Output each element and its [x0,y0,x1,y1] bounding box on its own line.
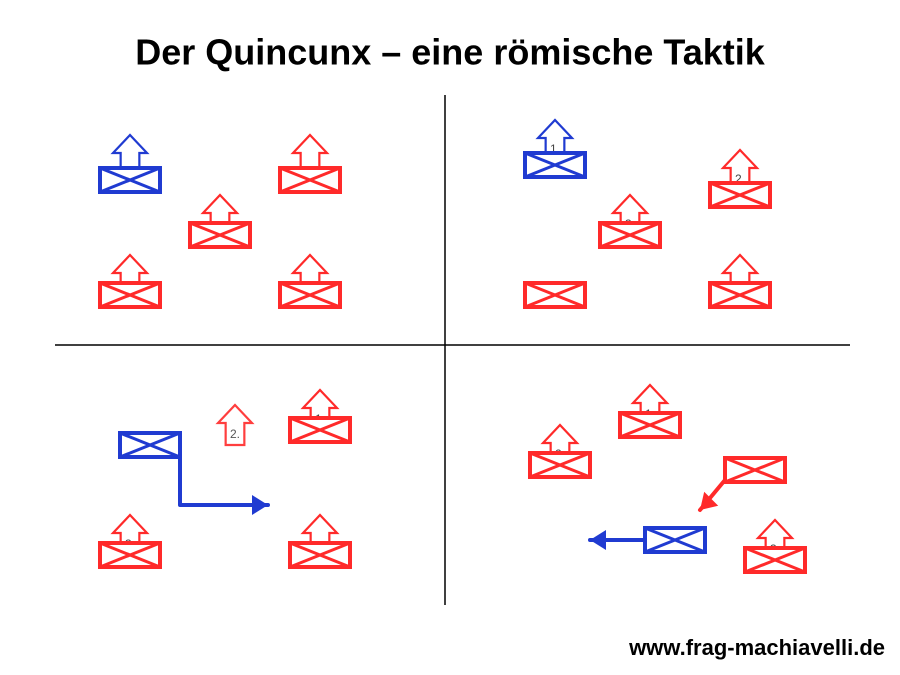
arrow-number: 2. [230,427,240,441]
quadrant-bottom-right: 1.2.3. [530,385,805,572]
unit-box [290,543,350,567]
unit-box [290,418,350,442]
page-title: Der Quincunx – eine römische Taktik [135,32,766,73]
unit-box [100,168,160,192]
unit-box [120,433,180,457]
unit-box [725,458,785,482]
unit-box [190,223,250,247]
unit-box [280,168,340,192]
unit-box [710,283,770,307]
unit-box [100,543,160,567]
unit-box [745,548,805,572]
unit-box [100,283,160,307]
quadrant-top-left [100,135,340,307]
movement-arrow [700,480,725,510]
diagram-canvas: Der Quincunx – eine römische Taktik 1.2.… [0,0,900,675]
unit-box [645,528,705,552]
quadrant-bottom-left: 1.2.3. [100,390,350,567]
unit-box [620,413,680,437]
unit-box [525,153,585,177]
movement-arrow [590,530,645,550]
quadrant-top-right: 1.2.3. [525,120,770,307]
up-arrow-icon: 2. [218,405,252,445]
unit-box [530,453,590,477]
unit-box [280,283,340,307]
unit-box [710,183,770,207]
unit-box [525,283,585,307]
unit-box [600,223,660,247]
footer-url: www.frag-machiavelli.de [628,635,885,660]
movement-arrow [180,456,268,515]
